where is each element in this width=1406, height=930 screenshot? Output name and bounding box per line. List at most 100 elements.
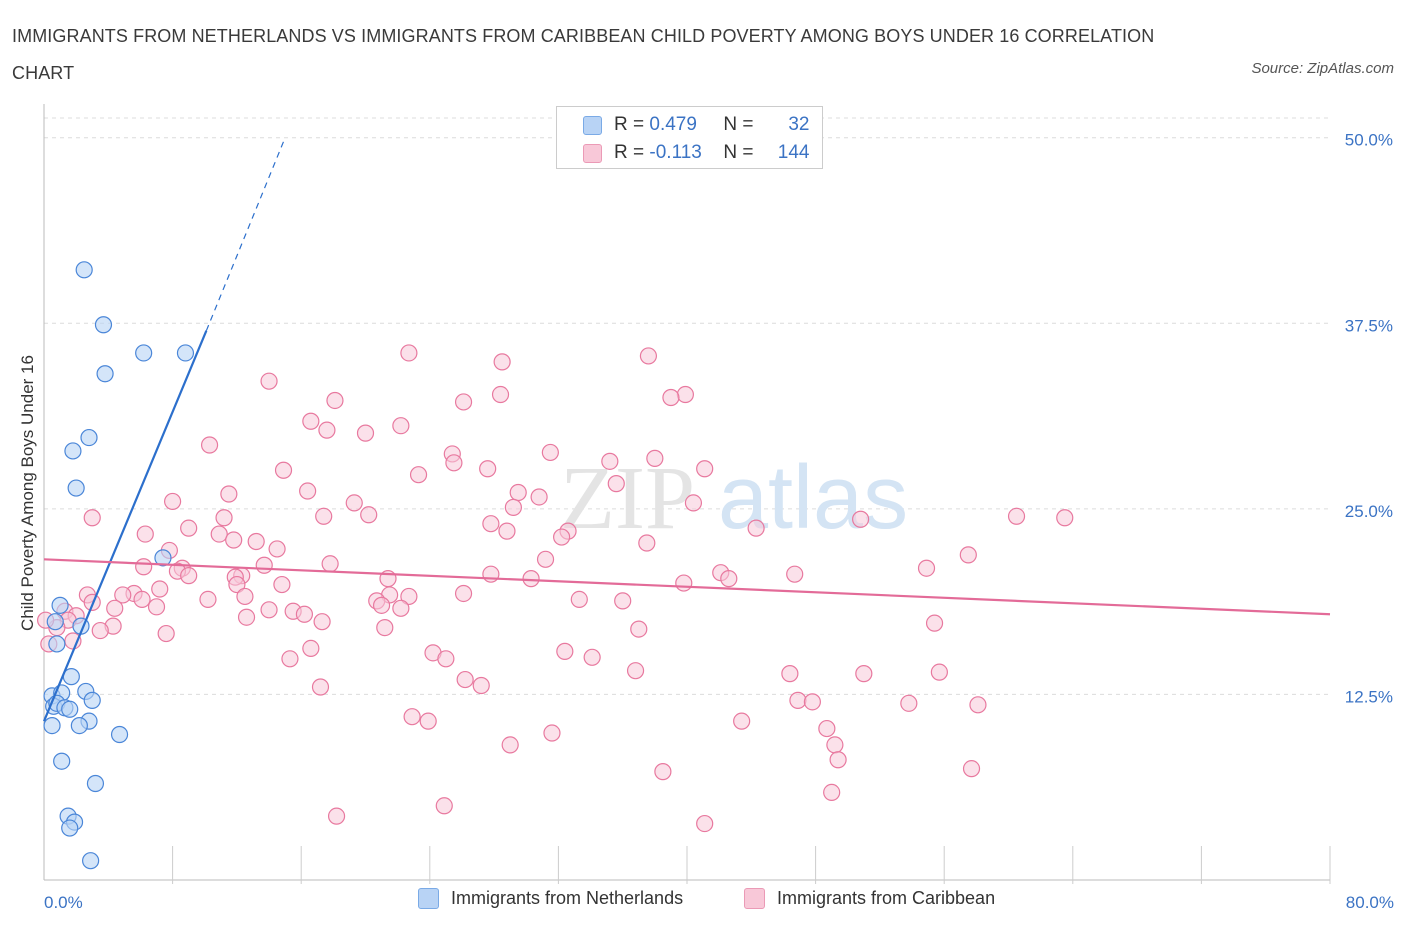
caribbean-point	[372, 596, 391, 614]
legend-label: Immigrants from Netherlands	[451, 888, 684, 908]
legend-r-value: -0.113	[649, 142, 702, 163]
source-label: Source: ZipAtlas.com	[1251, 60, 1394, 77]
netherlands-point	[83, 691, 101, 709]
legend-item-netherlands[interactable]: Immigrants from Netherlands	[418, 888, 683, 909]
caribbean-point	[315, 507, 333, 525]
caribbean-point	[302, 639, 320, 658]
caribbean-point	[543, 724, 561, 742]
netherlands-point	[135, 344, 153, 362]
caribbean-point	[541, 443, 559, 462]
netherlands-point	[70, 716, 88, 735]
caribbean-point	[456, 670, 474, 689]
watermark-atlas: atlas	[718, 448, 908, 548]
legend-swatch-pink	[583, 143, 602, 163]
legend-r-label: R =	[614, 142, 645, 163]
x-tick-label-min: 0.0%	[44, 893, 83, 912]
legend-row-netherlands: R = 0.479 N = 32	[583, 113, 810, 137]
correlation-legend: R = 0.479 N = 32 R = -0.113 N = 144	[556, 106, 823, 169]
netherlands-point	[96, 365, 114, 383]
caribbean-point	[260, 601, 278, 619]
trend-lines	[42, 137, 1331, 722]
y-tick-label: 50.0%	[1345, 131, 1393, 150]
caribbean-point	[720, 570, 738, 588]
caribbean-point	[114, 586, 132, 604]
caribbean-point	[583, 648, 601, 666]
caribbean-point	[135, 558, 153, 576]
caribbean-point	[501, 736, 519, 754]
caribbean-point	[930, 663, 948, 681]
caribbean-point	[136, 525, 154, 543]
caribbean-point	[1056, 509, 1074, 527]
caribbean-point	[236, 587, 254, 606]
caribbean-point	[1007, 507, 1026, 525]
caribbean-point	[392, 599, 410, 617]
caribbean-point	[522, 570, 540, 588]
netherlands-point	[61, 700, 79, 718]
caribbean-point	[106, 599, 124, 617]
y-tick-label: 25.0%	[1345, 502, 1393, 521]
axes	[43, 104, 1331, 884]
caribbean-point	[818, 719, 836, 738]
caribbean-point	[376, 619, 394, 637]
netherlands-point	[154, 549, 172, 567]
caribbean-point	[789, 691, 807, 709]
caribbean-point	[392, 417, 410, 435]
caribbean-point	[553, 528, 571, 546]
caribbean-point	[356, 424, 375, 442]
netherlands-point	[86, 774, 105, 793]
caribbean-point	[157, 624, 175, 643]
caribbean-point	[696, 460, 714, 478]
caribbean-point	[302, 412, 320, 430]
caribbean-point	[498, 522, 516, 540]
caribbean-point	[900, 694, 918, 712]
caribbean-point	[962, 760, 981, 778]
caribbean-point	[225, 531, 243, 549]
caribbean-point	[969, 696, 987, 714]
caribbean-point	[630, 620, 648, 638]
caribbean-point	[626, 662, 645, 680]
caribbean-point	[91, 621, 109, 640]
caribbean-point	[247, 532, 265, 551]
caribbean-point	[409, 466, 428, 484]
caribbean-point	[220, 485, 238, 503]
x-tick-labels: 0.0% 80.0%	[44, 893, 1394, 912]
caribbean-point	[318, 421, 336, 439]
caribbean-point	[180, 519, 198, 537]
legend-swatch-blue	[418, 888, 439, 909]
caribbean-point	[852, 510, 870, 528]
netherlands-point	[48, 635, 66, 653]
caribbean-point	[147, 598, 166, 616]
caribbean-point	[454, 584, 473, 603]
caribbean-point	[781, 665, 799, 683]
caribbean-point	[180, 567, 198, 585]
caribbean-point	[823, 783, 841, 802]
caribbean-point	[321, 555, 339, 573]
caribbean-point	[200, 436, 219, 454]
legend-r-label: R =	[614, 114, 645, 135]
netherlands-point	[51, 596, 69, 614]
caribbean-point	[268, 540, 286, 558]
caribbean-point	[676, 385, 694, 404]
netherlands-point	[61, 819, 79, 837]
caribbean-point	[479, 460, 497, 478]
caribbean-point	[482, 565, 500, 583]
caribbean-point	[917, 559, 936, 577]
legend-item-caribbean[interactable]: Immigrants from Caribbean	[744, 888, 995, 909]
caribbean-points	[37, 344, 1074, 833]
caribbean-point	[313, 613, 331, 631]
caribbean-point	[803, 693, 821, 711]
caribbean-point	[400, 587, 418, 606]
caribbean-point	[260, 372, 278, 390]
caribbean-point	[419, 712, 437, 730]
caribbean-point	[210, 525, 228, 543]
caribbean-point	[646, 449, 664, 467]
caribbean-point	[855, 665, 873, 683]
netherlands-trend-line	[42, 330, 208, 722]
caribbean-point	[786, 565, 804, 583]
legend-n-value: 32	[788, 114, 810, 135]
caribbean-point	[327, 807, 346, 825]
netherlands-point	[82, 852, 100, 870]
caribbean-point	[435, 797, 453, 815]
caribbean-point	[273, 575, 291, 594]
netherlands-trend-extension	[205, 137, 286, 331]
